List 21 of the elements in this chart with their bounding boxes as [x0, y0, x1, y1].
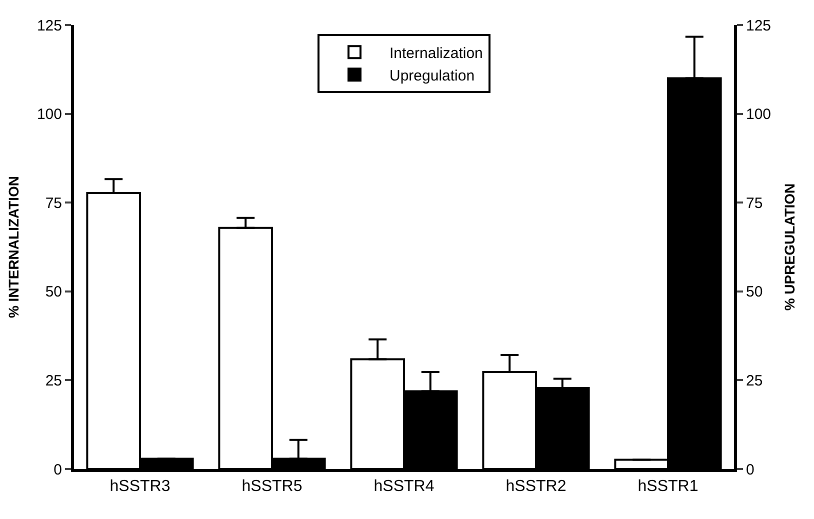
x-tick-label: hSSTR3	[110, 478, 170, 496]
x-tick-label: hSSTR4	[374, 478, 434, 496]
legend-label: Upregulation	[390, 67, 475, 84]
y-tick-label: 100	[36, 106, 62, 124]
y-axis-title: % INTERNALIZATION	[6, 176, 22, 318]
y2-tick-label: 75	[746, 194, 763, 212]
y2-tick-label: 50	[746, 284, 763, 301]
y-tick-label: 75	[45, 194, 62, 212]
y2-tick-label: 125	[746, 17, 772, 34]
legend-label: Internalization	[390, 44, 483, 62]
y-tick-label: 125	[36, 17, 62, 34]
y2-tick-label: 0	[746, 461, 754, 478]
y-tick-label: 50	[45, 284, 62, 301]
y-tick-label: 0	[54, 461, 62, 478]
y2-axis-title: % UPREGULATION	[781, 183, 798, 311]
x-tick-label: hSSTR2	[506, 478, 566, 496]
y2-tick-label: 100	[746, 106, 772, 124]
y-tick-label: 25	[45, 372, 62, 390]
y2-tick-label: 25	[746, 372, 763, 390]
x-tick-label: hSSTR1	[638, 478, 698, 496]
x-tick-label: hSSTR5	[242, 478, 302, 496]
